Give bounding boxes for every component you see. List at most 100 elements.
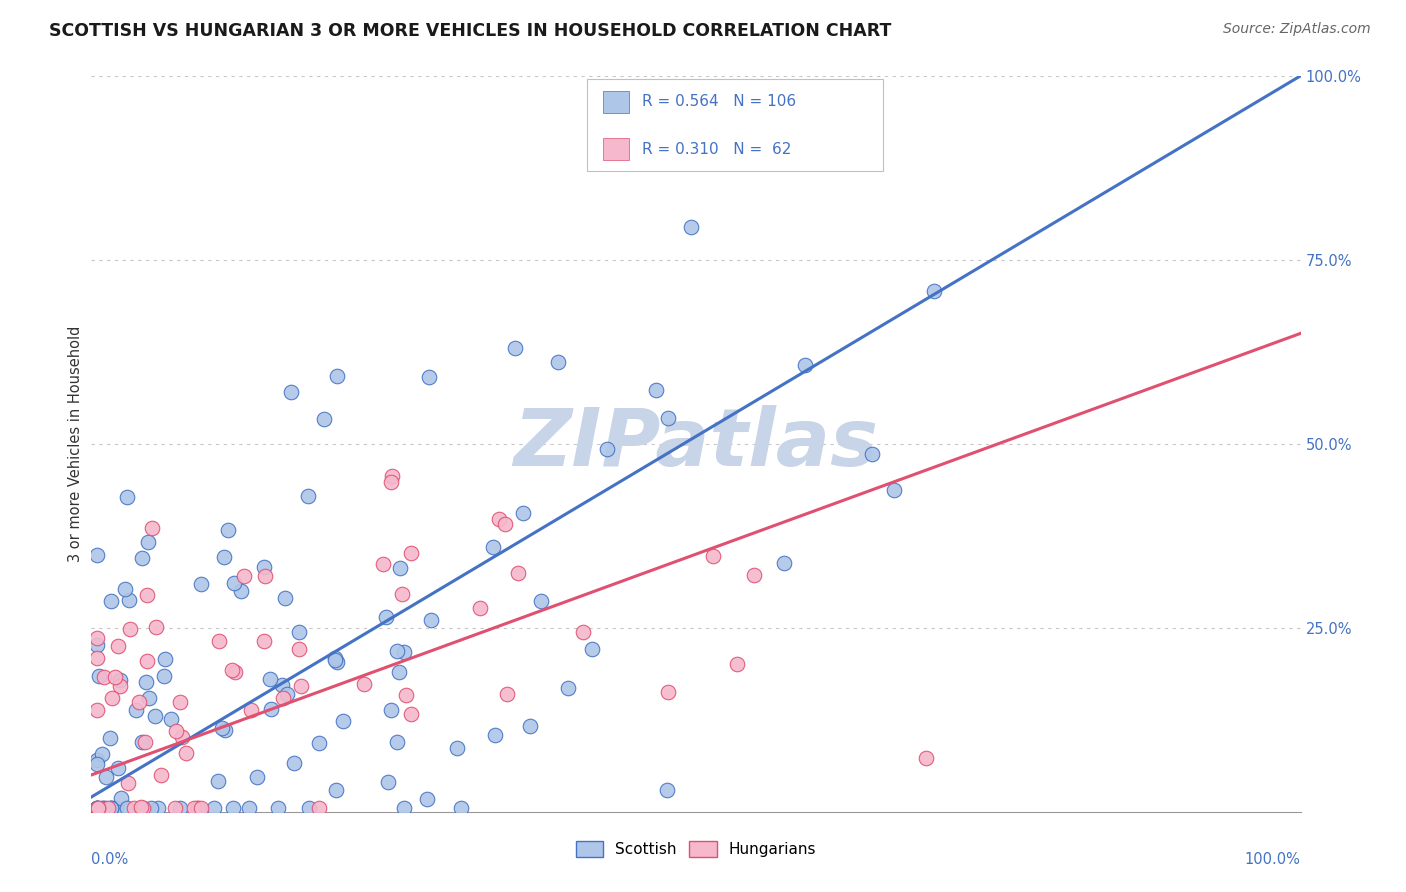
Point bbox=[212, 550, 235, 565]
Point bbox=[153, 668, 176, 682]
Point bbox=[380, 703, 402, 717]
Point bbox=[134, 735, 156, 749]
Point bbox=[375, 609, 398, 624]
Point bbox=[380, 475, 402, 489]
Point bbox=[224, 665, 246, 679]
Point bbox=[314, 411, 336, 425]
Point bbox=[214, 723, 236, 738]
Point bbox=[190, 801, 212, 815]
Point bbox=[118, 622, 141, 636]
Point bbox=[114, 582, 136, 596]
Text: R = 0.564   N = 106: R = 0.564 N = 106 bbox=[641, 94, 796, 109]
Point bbox=[395, 688, 418, 702]
Point bbox=[385, 644, 408, 658]
Point bbox=[229, 583, 252, 598]
Point bbox=[371, 558, 394, 572]
Point bbox=[290, 679, 312, 693]
Point bbox=[240, 703, 263, 717]
Point bbox=[332, 714, 354, 728]
Point bbox=[253, 569, 276, 583]
Point bbox=[482, 540, 505, 554]
Point bbox=[392, 801, 415, 815]
Point bbox=[107, 761, 129, 775]
Point bbox=[596, 442, 619, 457]
Point bbox=[145, 709, 167, 723]
Point bbox=[135, 675, 157, 690]
Point bbox=[224, 576, 246, 591]
Point bbox=[86, 801, 108, 815]
Point bbox=[323, 651, 346, 665]
Point bbox=[207, 773, 229, 788]
Point bbox=[519, 719, 541, 733]
Point bbox=[377, 775, 399, 789]
Point bbox=[246, 770, 269, 784]
Legend: Scottish, Hungarians: Scottish, Hungarians bbox=[569, 835, 823, 863]
Point bbox=[100, 594, 122, 608]
Point bbox=[100, 801, 122, 815]
Point bbox=[169, 801, 191, 815]
Point bbox=[138, 535, 160, 549]
Point bbox=[271, 678, 294, 692]
Point bbox=[115, 490, 138, 504]
Point bbox=[450, 801, 472, 815]
Point bbox=[86, 631, 108, 645]
Point bbox=[202, 801, 225, 815]
FancyBboxPatch shape bbox=[588, 79, 883, 171]
Point bbox=[186, 801, 208, 815]
Point bbox=[274, 591, 297, 605]
Point bbox=[238, 801, 260, 815]
Point bbox=[100, 731, 122, 745]
Point bbox=[276, 687, 298, 701]
Point bbox=[655, 783, 678, 797]
Point bbox=[86, 651, 108, 665]
Point bbox=[391, 587, 413, 601]
Point bbox=[267, 801, 290, 815]
Point bbox=[131, 801, 153, 815]
Point bbox=[505, 341, 527, 355]
Point bbox=[108, 673, 131, 688]
Point bbox=[280, 384, 302, 399]
Text: Source: ZipAtlas.com: Source: ZipAtlas.com bbox=[1223, 22, 1371, 37]
Point bbox=[468, 600, 491, 615]
Text: 100.0%: 100.0% bbox=[1244, 852, 1301, 867]
Point bbox=[388, 561, 411, 575]
Point bbox=[547, 355, 569, 369]
Point bbox=[484, 728, 506, 742]
Point bbox=[97, 801, 120, 815]
Point bbox=[91, 801, 114, 815]
Point bbox=[187, 801, 209, 815]
Point bbox=[326, 368, 349, 383]
Point bbox=[581, 642, 603, 657]
Point bbox=[922, 284, 945, 298]
Point bbox=[163, 801, 186, 815]
Point bbox=[104, 670, 127, 684]
Point bbox=[115, 801, 138, 815]
Point bbox=[136, 654, 159, 668]
Point bbox=[297, 489, 319, 503]
Point bbox=[793, 358, 815, 372]
Point bbox=[915, 750, 938, 764]
Point bbox=[146, 801, 169, 815]
Point bbox=[132, 801, 155, 815]
Point bbox=[110, 679, 132, 693]
Point bbox=[418, 370, 440, 384]
Point bbox=[87, 801, 110, 815]
Point bbox=[208, 634, 231, 648]
Point bbox=[308, 801, 330, 815]
Point bbox=[145, 620, 167, 634]
Point bbox=[702, 549, 724, 563]
Point bbox=[169, 695, 191, 709]
Point bbox=[288, 642, 311, 657]
Text: ZIPatlas: ZIPatlas bbox=[513, 405, 879, 483]
Point bbox=[287, 625, 309, 640]
Point bbox=[94, 801, 117, 815]
Point bbox=[298, 801, 321, 815]
Point bbox=[860, 447, 883, 461]
Y-axis label: 3 or more Vehicles in Household: 3 or more Vehicles in Household bbox=[67, 326, 83, 562]
Point bbox=[87, 801, 110, 815]
Point bbox=[183, 801, 205, 815]
Point bbox=[259, 672, 281, 686]
Point bbox=[86, 801, 108, 815]
Point bbox=[725, 657, 748, 671]
Point bbox=[141, 521, 163, 535]
